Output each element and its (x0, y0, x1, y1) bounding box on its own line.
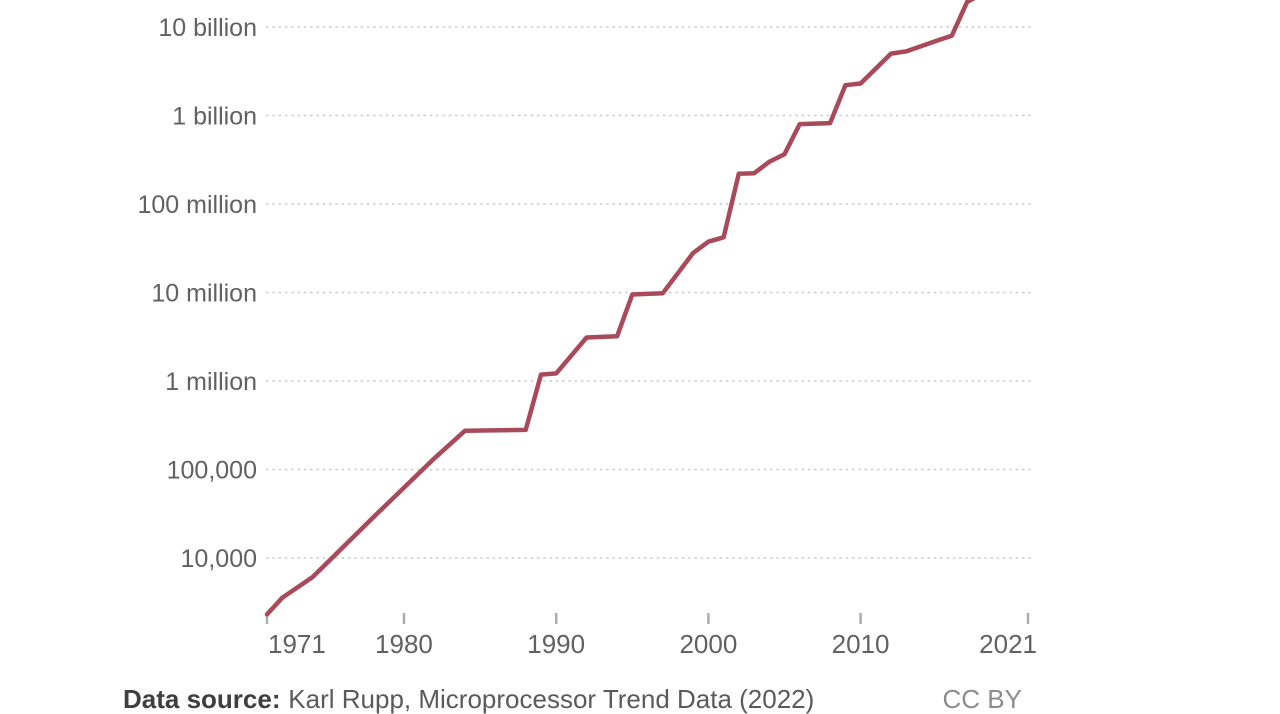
y-axis-tick-label: 1 million (165, 368, 257, 396)
data-source-text: Karl Rupp, Microprocessor Trend Data (20… (288, 684, 815, 714)
chart-footer: Data source: Karl Rupp, Microprocessor Tr… (0, 684, 1280, 714)
data-source-label: Data source: (123, 684, 281, 714)
license-link[interactable]: CC BY (942, 684, 1022, 714)
y-axis-tick-label: 1 billion (172, 103, 257, 131)
x-axis-tick-label: 1971 (268, 629, 326, 659)
x-axis-tick-label: 1990 (527, 629, 585, 659)
y-axis-tick-label: 100,000 (167, 457, 257, 485)
y-axis-tick-label: 10 billion (158, 14, 257, 42)
x-axis-tick-label: 2000 (679, 629, 737, 659)
y-axis-tick-label: 10,000 (181, 545, 257, 573)
y-axis-tick-label: 10 million (151, 280, 257, 308)
y-axis-tick-label: 100 million (137, 191, 257, 219)
data-source-note: Data source: Karl Rupp, Microprocessor Tr… (123, 684, 814, 714)
x-axis-tick-label: 1980 (375, 629, 433, 659)
x-axis-tick-label: 2010 (832, 629, 890, 659)
transistor-count-line (264, 0, 976, 617)
x-axis-tick-label: 2021 (979, 629, 1037, 659)
